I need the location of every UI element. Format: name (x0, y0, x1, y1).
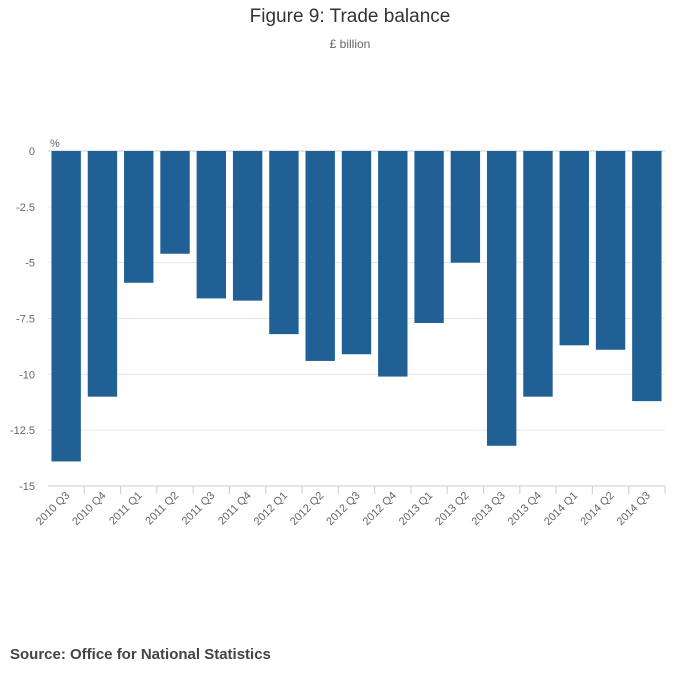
bar[interactable] (269, 151, 299, 335)
bar[interactable] (305, 151, 335, 361)
bars (51, 151, 662, 462)
bar[interactable] (559, 151, 589, 346)
x-tick-label: 2011 Q3 (180, 490, 218, 528)
bar[interactable] (595, 151, 626, 350)
y-axis-unit-label: % (50, 138, 60, 150)
x-tick-label: 2013 Q3 (469, 490, 507, 528)
x-tick-label: 2014 Q2 (578, 490, 616, 528)
x-tick-label: 2011 Q2 (143, 490, 181, 528)
x-tick-label: 2014 Q3 (615, 490, 653, 528)
bar[interactable] (124, 151, 154, 283)
x-tick-label: 2010 Q3 (34, 490, 72, 528)
x-tick-label: 2010 Q4 (70, 490, 108, 528)
x-tick-label: 2012 Q4 (361, 490, 399, 528)
x-tick-label: 2014 Q1 (542, 490, 580, 528)
y-tick-label: -5 (25, 258, 35, 270)
y-tick-label: -12.5 (10, 425, 35, 437)
bar[interactable] (632, 151, 662, 402)
chart-title: Figure 9: Trade balance (249, 6, 451, 27)
x-tick-label: 2011 Q4 (216, 490, 254, 528)
bar[interactable] (341, 151, 372, 355)
bar[interactable] (414, 151, 444, 323)
y-axis-ticks: 0 -2.5 -5 -7.5 -10 -12.5 -15 (10, 146, 35, 493)
x-tick-label: 2013 Q2 (433, 490, 471, 528)
bar[interactable] (232, 151, 263, 301)
bar[interactable] (196, 151, 227, 299)
x-tick-label: 2013 Q1 (397, 490, 435, 528)
bar[interactable] (51, 151, 81, 462)
bar[interactable] (87, 151, 118, 397)
y-tick-label: -15 (19, 481, 35, 493)
chart-subtitle: £ billion (329, 37, 371, 51)
bar[interactable] (450, 151, 481, 263)
y-tick-label: 0 (29, 146, 35, 158)
y-tick-label: -10 (19, 369, 35, 381)
x-tick-label: 2013 Q4 (506, 490, 544, 528)
x-tick-label: 2012 Q2 (288, 490, 326, 528)
y-tick-label: -2.5 (16, 202, 35, 214)
x-tick-label: 2011 Q1 (107, 490, 145, 528)
y-tick-label: -7.5 (16, 314, 35, 326)
x-tick-label: 2012 Q3 (324, 490, 362, 528)
bar[interactable] (523, 151, 553, 397)
bar[interactable] (160, 151, 190, 254)
axes: % (48, 138, 665, 487)
bar[interactable] (486, 151, 517, 446)
x-tick-label: 2012 Q1 (252, 490, 290, 528)
source-note: Source: Office for National Statistics (10, 646, 271, 663)
bar[interactable] (378, 151, 408, 377)
